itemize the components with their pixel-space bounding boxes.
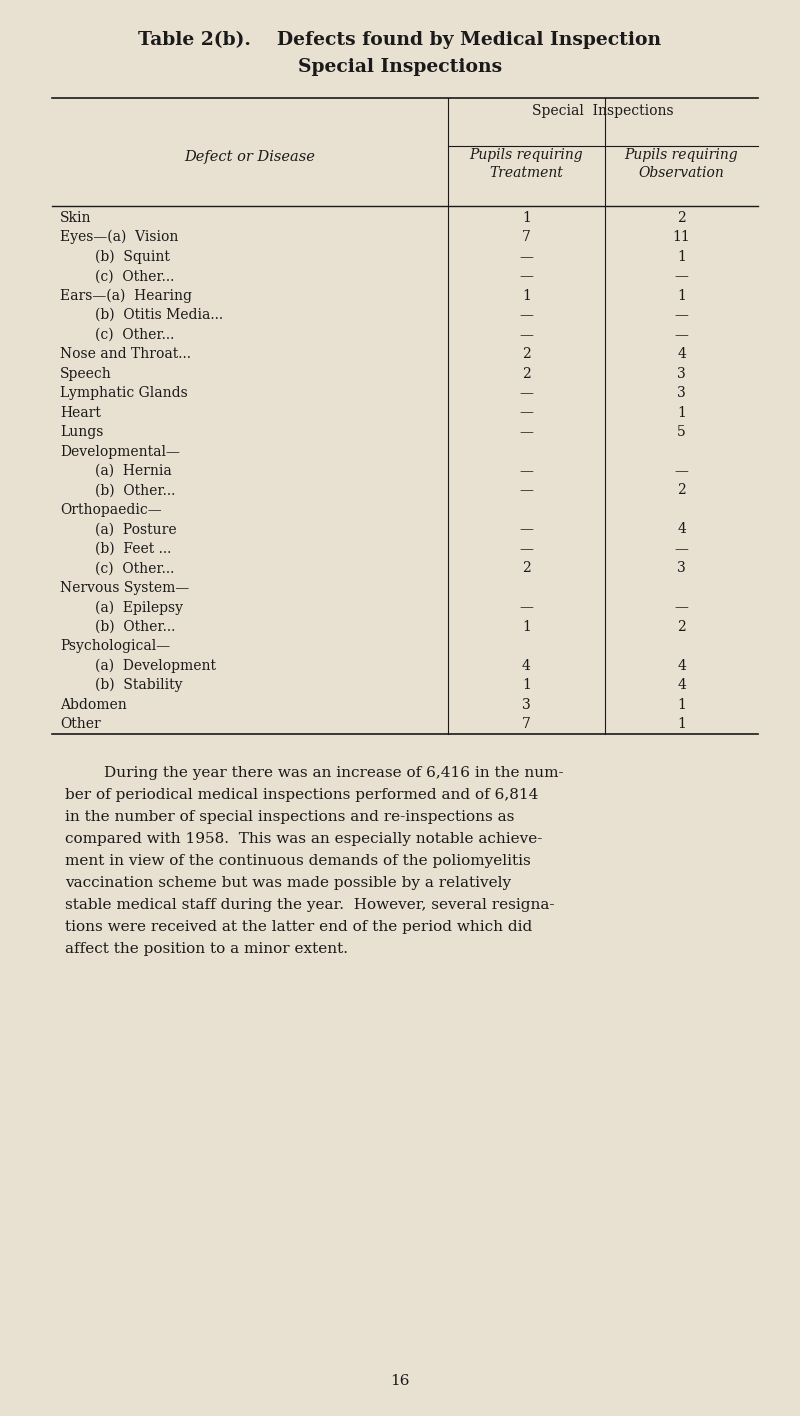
Text: 1: 1 (677, 698, 686, 712)
Text: (b)  Otitis Media...: (b) Otitis Media... (60, 309, 223, 323)
Text: 4: 4 (522, 658, 531, 673)
Text: (a)  Posture: (a) Posture (60, 523, 177, 537)
Text: —: — (519, 425, 534, 439)
Text: ment in view of the continuous demands of the poliomyelitis: ment in view of the continuous demands o… (65, 854, 530, 868)
Text: During the year there was an increase of 6,416 in the num-: During the year there was an increase of… (65, 766, 564, 780)
Text: —: — (519, 249, 534, 263)
Text: 1: 1 (677, 289, 686, 303)
Text: —: — (674, 309, 689, 323)
Text: ber of periodical medical inspections performed and of 6,814: ber of periodical medical inspections pe… (65, 787, 538, 801)
Text: Other: Other (60, 718, 101, 731)
Text: 5: 5 (677, 425, 686, 439)
Text: —: — (519, 464, 534, 479)
Text: 2: 2 (677, 211, 686, 225)
Text: 4: 4 (677, 678, 686, 692)
Text: Speech: Speech (60, 367, 112, 381)
Text: 1: 1 (522, 678, 531, 692)
Text: 3: 3 (677, 387, 686, 401)
Text: Nervous System—: Nervous System— (60, 581, 190, 595)
Text: (c)  Other...: (c) Other... (60, 561, 174, 575)
Text: Pupils requiring
Treatment: Pupils requiring Treatment (470, 149, 583, 180)
Text: Skin: Skin (60, 211, 91, 225)
Text: Special  Inspections: Special Inspections (532, 103, 674, 118)
Text: 1: 1 (677, 249, 686, 263)
Text: Lymphatic Glands: Lymphatic Glands (60, 387, 188, 401)
Text: 3: 3 (522, 698, 531, 712)
Text: (a)  Epilepsy: (a) Epilepsy (60, 600, 183, 615)
Text: —: — (519, 269, 534, 283)
Text: 3: 3 (677, 367, 686, 381)
Text: —: — (674, 600, 689, 615)
Text: 1: 1 (677, 718, 686, 731)
Text: —: — (519, 483, 534, 497)
Text: 2: 2 (522, 347, 531, 361)
Text: —: — (674, 542, 689, 556)
Text: (a)  Development: (a) Development (60, 658, 216, 673)
Text: stable medical staff during the year.  However, several resigna-: stable medical staff during the year. Ho… (65, 898, 554, 912)
Text: 2: 2 (522, 561, 531, 575)
Text: 1: 1 (522, 211, 531, 225)
Text: Abdomen: Abdomen (60, 698, 126, 712)
Text: Eyes—(a)  Vision: Eyes—(a) Vision (60, 229, 178, 245)
Text: —: — (519, 405, 534, 419)
Text: (b)  Stability: (b) Stability (60, 678, 182, 692)
Text: 1: 1 (677, 405, 686, 419)
Text: tions were received at the latter end of the period which did: tions were received at the latter end of… (65, 920, 532, 935)
Text: —: — (519, 387, 534, 401)
Text: 7: 7 (522, 718, 531, 731)
Text: —: — (519, 542, 534, 556)
Text: —: — (519, 600, 534, 615)
Text: —: — (674, 327, 689, 341)
Text: —: — (674, 464, 689, 479)
Text: Developmental—: Developmental— (60, 445, 180, 459)
Text: (b)  Other...: (b) Other... (60, 620, 175, 634)
Text: —: — (519, 327, 534, 341)
Text: 4: 4 (677, 658, 686, 673)
Text: 11: 11 (673, 231, 690, 244)
Text: affect the position to a minor extent.: affect the position to a minor extent. (65, 942, 348, 956)
Text: compared with 1958.  This was an especially notable achieve-: compared with 1958. This was an especial… (65, 833, 542, 845)
Text: —: — (674, 269, 689, 283)
Text: (c)  Other...: (c) Other... (60, 327, 174, 341)
Text: Pupils requiring
Observation: Pupils requiring Observation (625, 149, 738, 180)
Text: (a)  Hernia: (a) Hernia (60, 464, 172, 479)
Text: Psychological—: Psychological— (60, 640, 170, 653)
Text: Orthopaedic—: Orthopaedic— (60, 503, 162, 517)
Text: 4: 4 (677, 347, 686, 361)
Text: (b)  Squint: (b) Squint (60, 249, 170, 263)
Text: Heart: Heart (60, 405, 101, 419)
Text: Special Inspections: Special Inspections (298, 58, 502, 76)
Text: 3: 3 (677, 561, 686, 575)
Text: (c)  Other...: (c) Other... (60, 269, 174, 283)
Text: 1: 1 (522, 620, 531, 634)
Text: Defect or Disease: Defect or Disease (185, 150, 315, 164)
Text: 16: 16 (390, 1374, 410, 1388)
Text: 7: 7 (522, 231, 531, 244)
Text: —: — (519, 309, 534, 323)
Text: —: — (519, 523, 534, 537)
Text: 2: 2 (677, 620, 686, 634)
Text: 2: 2 (677, 483, 686, 497)
Text: in the number of special inspections and re-inspections as: in the number of special inspections and… (65, 810, 514, 824)
Text: 4: 4 (677, 523, 686, 537)
Text: Nose and Throat...: Nose and Throat... (60, 347, 191, 361)
Text: 2: 2 (522, 367, 531, 381)
Text: Ears—(a)  Hearing: Ears—(a) Hearing (60, 289, 192, 303)
Text: (b)  Other...: (b) Other... (60, 483, 175, 497)
Text: 1: 1 (522, 289, 531, 303)
Text: (b)  Feet ...: (b) Feet ... (60, 542, 171, 556)
Text: Table 2(b).    Defects found by Medical Inspection: Table 2(b). Defects found by Medical Ins… (138, 31, 662, 50)
Text: Lungs: Lungs (60, 425, 103, 439)
Text: vaccination scheme but was made possible by a relatively: vaccination scheme but was made possible… (65, 877, 511, 891)
